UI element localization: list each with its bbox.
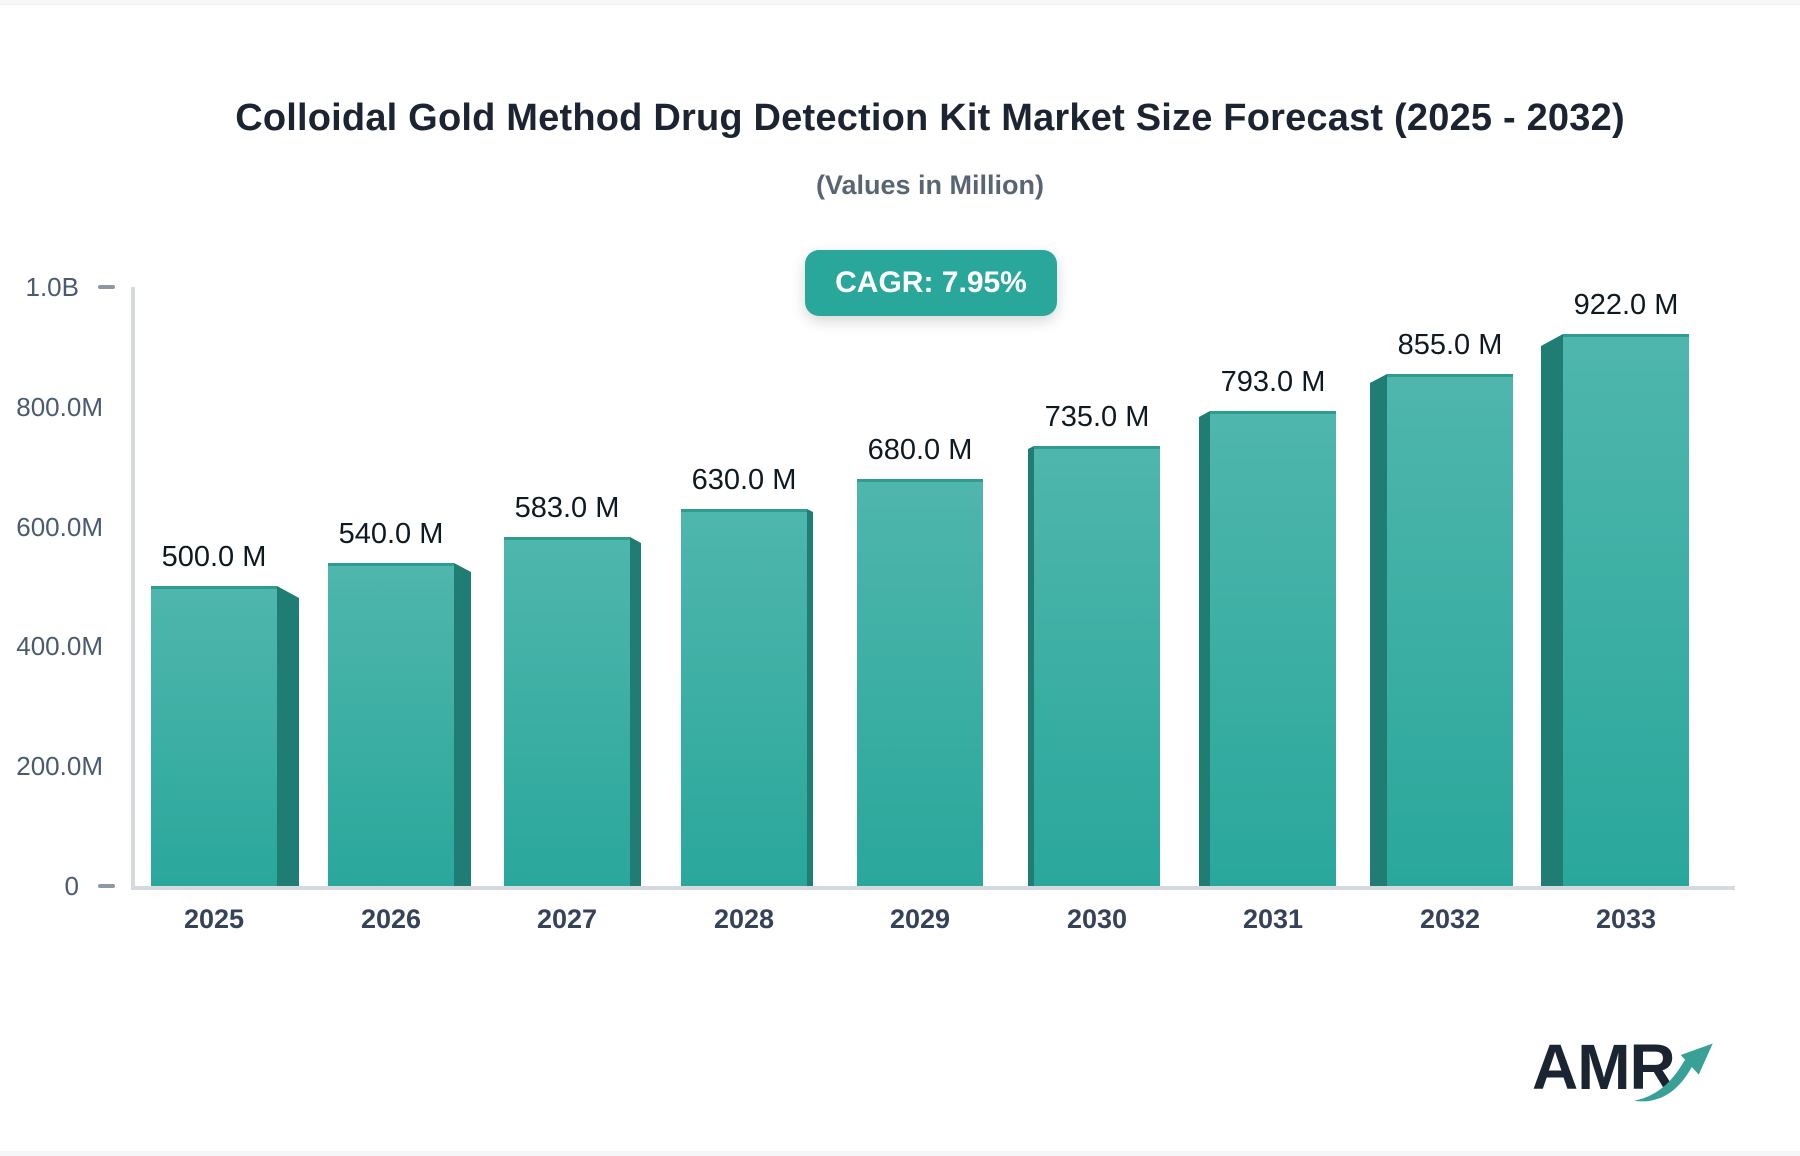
bar-side-face-2026 [454, 563, 471, 886]
x-tick-label: 2032 [1419, 904, 1481, 934]
x-tick-label: 2029 [889, 904, 951, 934]
bar-value-label: 500.0 M [161, 541, 267, 573]
logo-arrow-icon [1634, 1043, 1713, 1102]
bar-side-face-2033 [1541, 334, 1563, 886]
x-tick-label: 2026 [360, 904, 422, 934]
amr-logo-text: AMR [1532, 1031, 1676, 1103]
bar-2026 [328, 563, 454, 886]
bar-value-label: 680.0 M [867, 434, 973, 466]
bar-2028 [681, 509, 807, 886]
cagr-badge-row: CAGR: 7.95% [131, 250, 1731, 316]
bar-2033 [1563, 334, 1689, 886]
y-tick-label: 200.0M [16, 751, 103, 782]
y-tick-label: 1.0B [25, 272, 80, 302]
chart-subtitle: (Values in Million) [815, 170, 1045, 200]
plot-area: 500.0 M 2025 540.0 M 2026 583.0 M 2027 630.0 M… [131, 287, 1735, 934]
bar-side-face-2031 [1199, 411, 1210, 886]
amr-logo: AMR [1532, 1030, 1732, 1125]
cagr-badge: CAGR: 7.95% [805, 250, 1057, 316]
page-bottom-strip [0, 1151, 1800, 1156]
bar-2030 [1034, 446, 1160, 886]
bar-2031 [1210, 411, 1336, 886]
bar-value-label: 583.0 M [514, 492, 620, 524]
bar-2025 [151, 586, 277, 886]
x-tick-label: 2025 [183, 904, 245, 934]
bar-2029 [857, 479, 983, 886]
bar-side-face-2025 [277, 586, 299, 886]
chart-title: Colloidal Gold Method Drug Detection Kit… [235, 97, 1625, 139]
bar-value-label: 922.0 M [1573, 289, 1679, 321]
y-tick-label: 0 [64, 871, 79, 901]
x-tick-label: 2033 [1595, 904, 1657, 934]
bar-value-label: 793.0 M [1220, 366, 1326, 398]
y-tick-label: 400.0M [16, 631, 103, 662]
bar-side-face-2028 [807, 509, 813, 886]
y-tick-dash [98, 285, 115, 289]
page-top-strip [0, 0, 1800, 5]
x-tick-label: 2027 [536, 904, 598, 934]
bar-2032 [1387, 374, 1513, 886]
bar-side-face-2032 [1370, 374, 1387, 886]
bar-value-label: 735.0 M [1044, 401, 1150, 433]
y-axis-labels: 0 200.0M 400.0M 600.0M 800.0M 1.0B [0, 274, 131, 899]
x-tick-label: 2031 [1242, 904, 1304, 934]
y-tick-label: 800.0M [16, 391, 103, 422]
bar-value-label: 855.0 M [1397, 329, 1503, 361]
bar-side-face-2027 [630, 537, 641, 886]
bar-value-label: 540.0 M [338, 518, 444, 550]
y-tick-label: 600.0M [16, 511, 103, 542]
bar-2027 [504, 537, 630, 886]
x-tick-label: 2028 [713, 904, 775, 934]
bar-value-label: 630.0 M [691, 464, 797, 496]
y-tick-dash [98, 884, 115, 888]
bar-side-face-2030 [1028, 446, 1034, 886]
x-tick-label: 2030 [1066, 904, 1128, 934]
